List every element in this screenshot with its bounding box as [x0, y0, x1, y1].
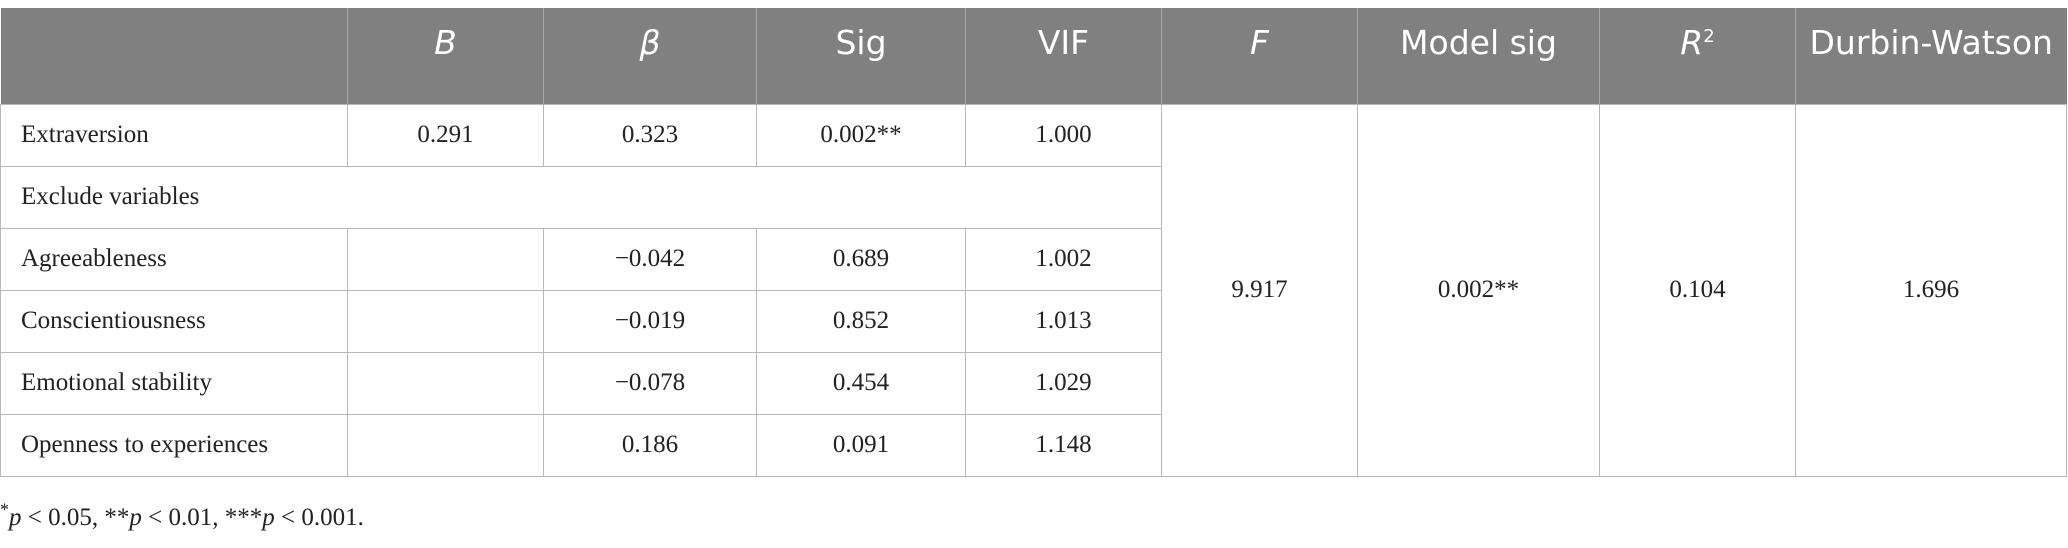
header-b: B: [347, 8, 544, 104]
footnote-text: < 0.001.: [274, 504, 364, 531]
header-blank: [0, 8, 348, 104]
header-r-superscript: 2: [1703, 26, 1715, 47]
cell-b: [347, 351, 544, 415]
cell-sig: 0.454: [756, 351, 966, 415]
cell-sig: 0.689: [756, 227, 966, 291]
table-row: Emotional stability −0.078 0.454 1.029: [0, 351, 2067, 415]
cell-beta: −0.078: [543, 351, 757, 415]
cell-r-squared: 0.104: [1599, 103, 1796, 477]
table-row: Openness to experiences 0.186 0.091 1.14…: [0, 413, 2067, 477]
cell-beta: 0.323: [543, 103, 757, 167]
cell-b: [347, 227, 544, 291]
cell-vif: 1.002: [965, 227, 1162, 291]
header-sig: Sig: [756, 8, 966, 104]
header-vif: VIF: [965, 8, 1162, 104]
footnote-p: p: [262, 504, 275, 531]
significance-footnote: *p < 0.05, **p < 0.01, ***p < 0.001.: [0, 501, 364, 532]
header-r-squared: R2: [1599, 8, 1796, 104]
footnote-text: < 0.05, **: [21, 504, 130, 531]
cell-b: 0.291: [347, 103, 544, 167]
row-label: Agreeableness: [0, 227, 348, 291]
table-row: Agreeableness −0.042 0.689 1.002: [0, 227, 2067, 291]
header-beta: β: [543, 8, 757, 104]
row-label: Conscientiousness: [0, 289, 348, 353]
cell-vif: 1.013: [965, 289, 1162, 353]
footnote-text: < 0.01, ***: [141, 504, 263, 531]
cell-sig: 0.002**: [756, 103, 966, 167]
section-label-excluded: Exclude variables: [0, 165, 1162, 229]
cell-beta: −0.042: [543, 227, 757, 291]
footnote-p: p: [9, 504, 22, 531]
header-f: F: [1161, 8, 1358, 104]
cell-f: 9.917: [1161, 103, 1358, 477]
row-label: Emotional stability: [0, 351, 348, 415]
regression-table: B β Sig VIF F Model sig R2 Durbin-Watson…: [0, 8, 2067, 477]
cell-b: [347, 289, 544, 353]
table-row: Conscientiousness −0.019 0.852 1.013: [0, 289, 2067, 353]
table-row: Exclude variables: [0, 165, 2067, 229]
regression-table-container: B β Sig VIF F Model sig R2 Durbin-Watson…: [0, 8, 2067, 477]
cell-durbin-watson: 1.696: [1795, 103, 2067, 477]
row-label: Openness to experiences: [0, 413, 348, 477]
header-durbin-watson: Durbin-Watson: [1795, 8, 2067, 104]
footnote-star: *: [0, 499, 9, 520]
row-label: Extraversion: [0, 103, 348, 167]
cell-sig: 0.091: [756, 413, 966, 477]
cell-vif: 1.029: [965, 351, 1162, 415]
header-r: R: [1680, 23, 1704, 62]
header-model-sig: Model sig: [1357, 8, 1600, 104]
cell-beta: 0.186: [543, 413, 757, 477]
header-row: B β Sig VIF F Model sig R2 Durbin-Watson: [0, 8, 2067, 104]
footnote-p: p: [129, 504, 142, 531]
cell-model-sig: 0.002**: [1357, 103, 1600, 477]
cell-beta: −0.019: [543, 289, 757, 353]
cell-b: [347, 413, 544, 477]
cell-vif: 1.000: [965, 103, 1162, 167]
cell-sig: 0.852: [756, 289, 966, 353]
table-row: Extraversion 0.291 0.323 0.002** 1.000 9…: [0, 103, 2067, 477]
cell-vif: 1.148: [965, 413, 1162, 477]
